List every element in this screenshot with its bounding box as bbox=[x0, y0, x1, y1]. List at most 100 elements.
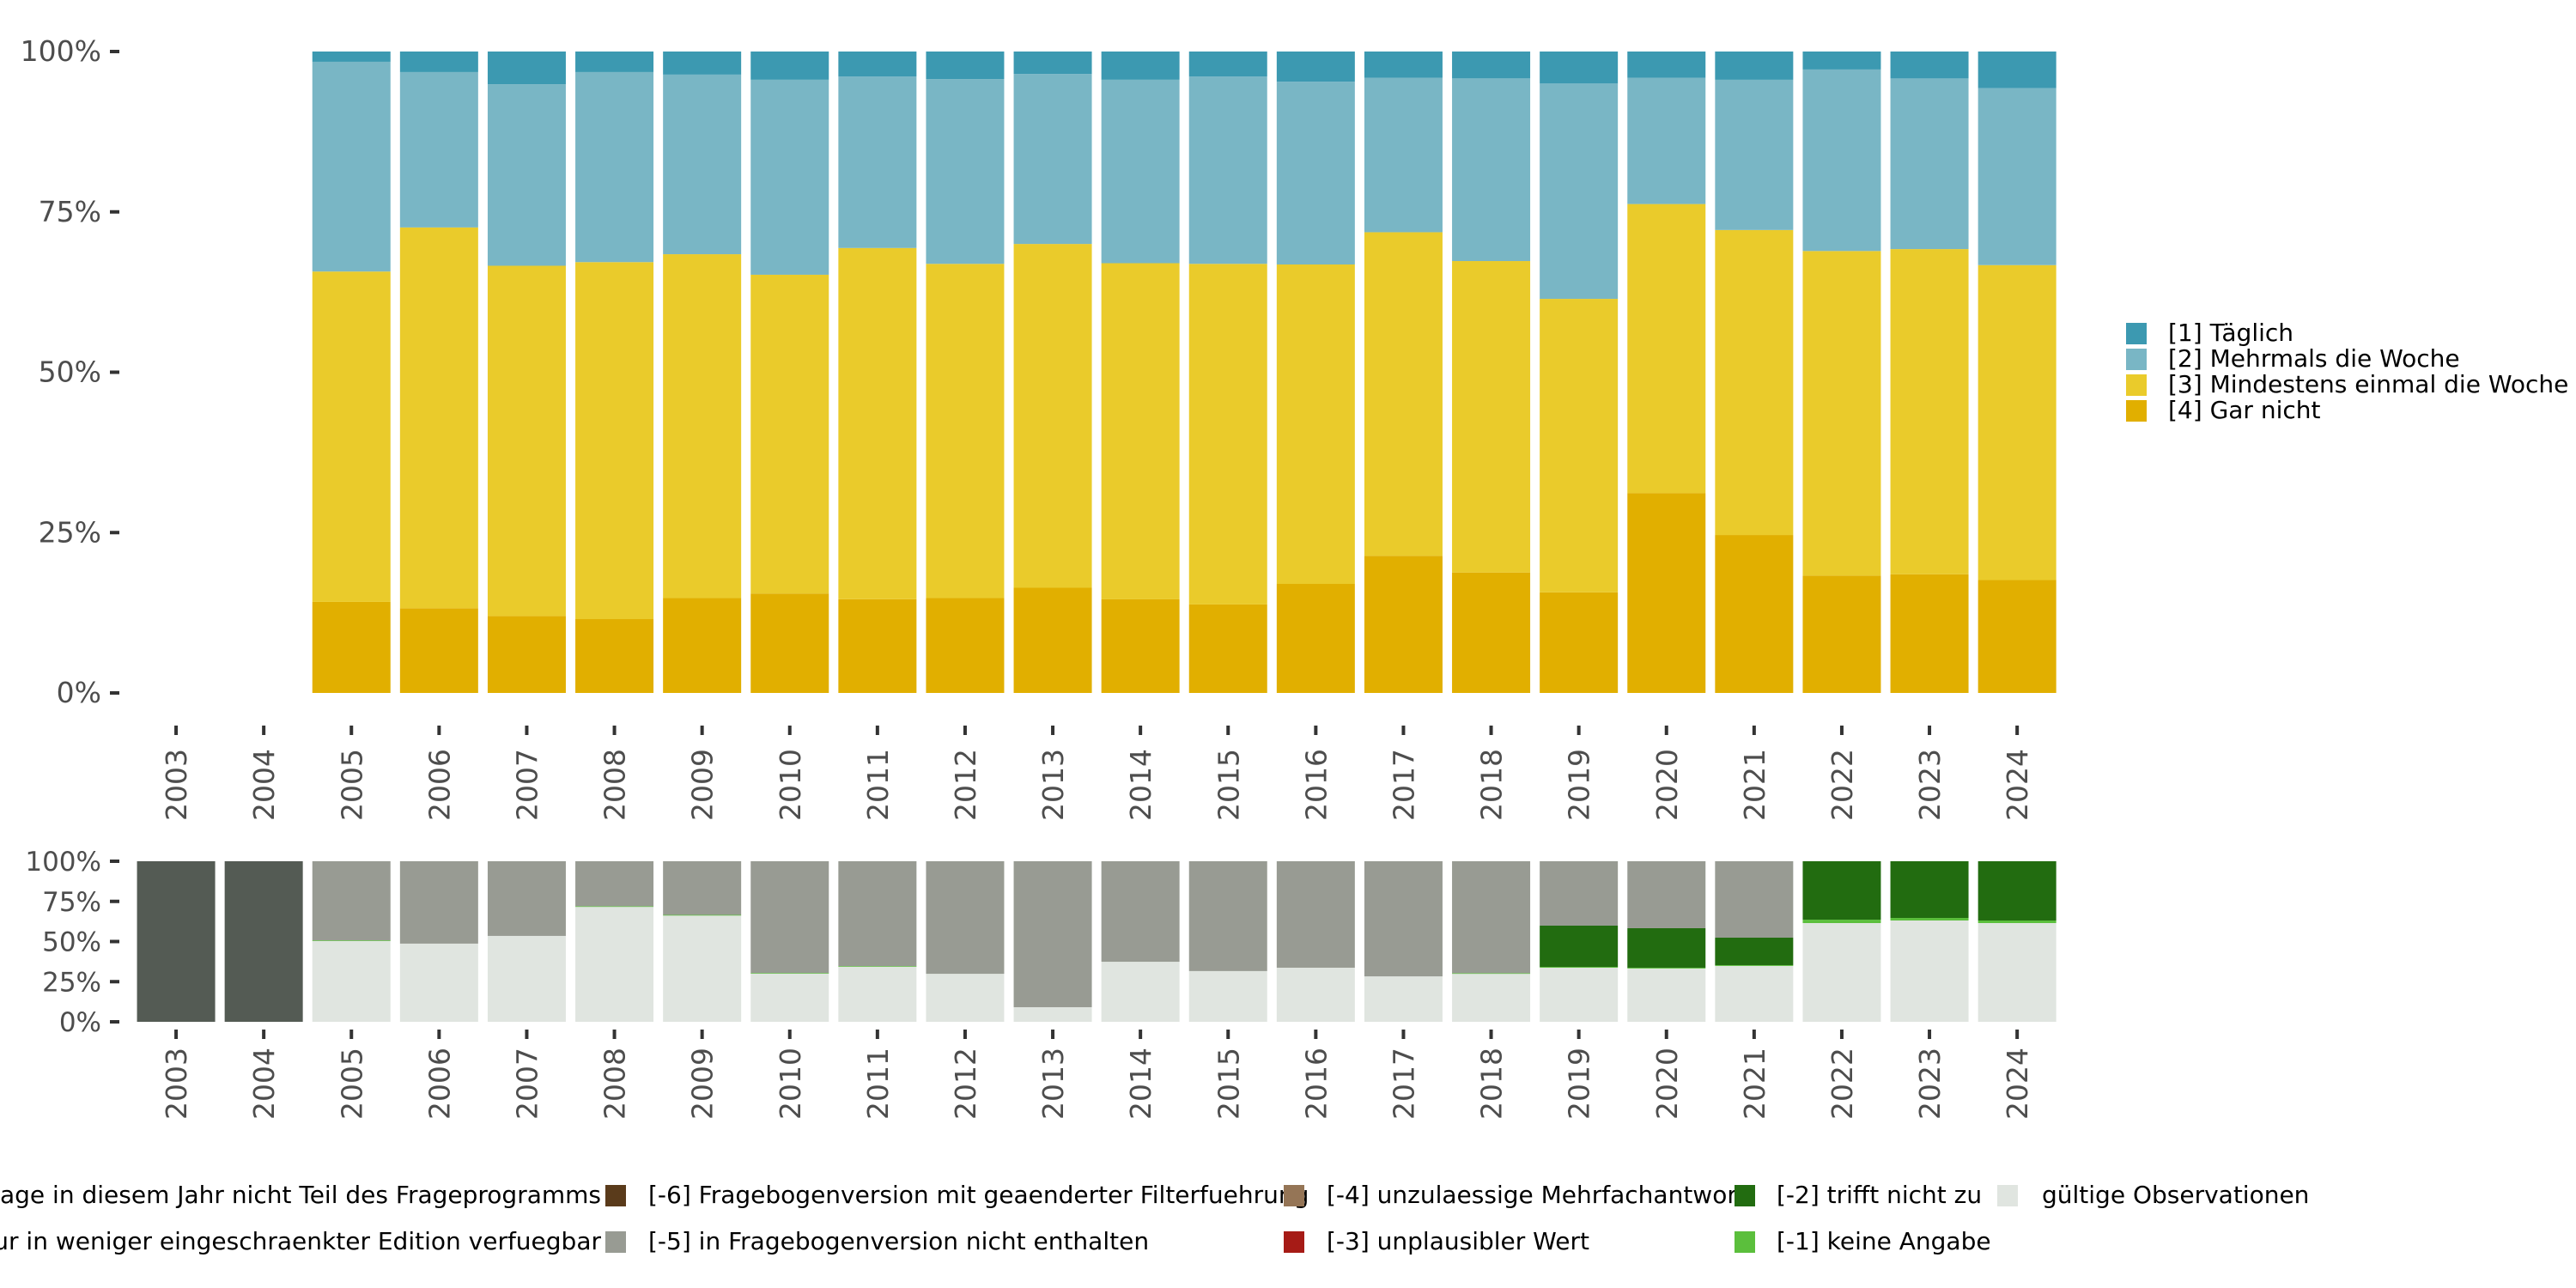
x-tick-label: 2014 bbox=[1124, 1048, 1157, 1120]
x-tick-label: 2022 bbox=[1826, 749, 1859, 821]
x-tick-label: 2021 bbox=[1738, 1048, 1771, 1120]
bar-segment-2007-2-mehrmals-die-woche bbox=[487, 84, 566, 266]
y-tick-label: 100% bbox=[25, 847, 101, 878]
bar-segment-2006-1-t-glich bbox=[399, 52, 478, 72]
legend-label: [-4] unzulaessige Mehrfachantwort bbox=[1327, 1181, 1747, 1209]
bottom-x-axis: 2003 2004 2005 2006 2007 2008 2009 2010 2011 2012… bbox=[160, 1030, 2034, 1120]
x-tick-label: 2023 bbox=[1913, 749, 1947, 821]
bar-segment-2024-3-mindestens-einmal-die-woche bbox=[1978, 264, 2057, 580]
bar-segment-2008-4-gar-nicht bbox=[575, 619, 654, 693]
bar-segment-2005-2-mehrmals-die-woche bbox=[312, 61, 391, 272]
bar-segment-2014-2-mehrmals-die-woche bbox=[1101, 79, 1180, 264]
bottom-y-axis: 0% 25% 50% 75% 100% bbox=[25, 847, 119, 1038]
bar-segment-2007-g-ltige-observationen bbox=[487, 935, 566, 1022]
legend-key-swatch bbox=[2126, 323, 2147, 344]
bar-segment-2018-2-mehrmals-die-woche bbox=[1452, 78, 1531, 262]
legend-label: [-2] trifft nicht zu bbox=[1777, 1181, 1982, 1209]
legend-item: [-5] in Fragebogenversion nicht enthalte… bbox=[605, 1227, 1149, 1255]
bar-segment-2018-1-keine-angabe bbox=[1452, 973, 1531, 975]
bar-segment-2011-5-in-fragebogenversion-nicht-enthalten bbox=[838, 861, 917, 967]
legend-item: [-2] trifft nicht zu bbox=[1735, 1181, 1982, 1209]
legend-label: nur in weniger eingeschraenkter Edition … bbox=[0, 1227, 601, 1255]
legend-label: [1] Täglich bbox=[2168, 319, 2293, 347]
bar-segment-2021-1-keine-angabe bbox=[1715, 964, 1794, 966]
bar-segment-2020-1-keine-angabe bbox=[1627, 967, 1706, 969]
bar-segment-2020-2-mehrmals-die-woche bbox=[1627, 77, 1706, 204]
bar-segment-2014-1-t-glich bbox=[1101, 52, 1180, 80]
bottom-panel-missing-codes: 0% 25% 50% 75% 100% 2003 2004 2005 2006 2007 2008… bbox=[25, 847, 2057, 1120]
top-legend: [1] Täglich[2] Mehrmals die Woche[3] Min… bbox=[2126, 319, 2568, 424]
x-tick-label: 2003 bbox=[160, 1048, 193, 1120]
bar-segment-2013-g-ltige-observationen bbox=[1013, 1006, 1092, 1022]
bar-segment-2009-4-gar-nicht bbox=[663, 598, 742, 693]
bar-segment-2020-g-ltige-observationen bbox=[1627, 968, 1706, 1022]
bar-segment-2013-2-mehrmals-die-woche bbox=[1013, 74, 1092, 245]
y-tick-label: 50% bbox=[39, 355, 101, 389]
bar-segment-2022-2-mehrmals-die-woche bbox=[1802, 69, 1881, 252]
x-tick-label: 2013 bbox=[1036, 1048, 1070, 1120]
legend-label: [-3] unplausibler Wert bbox=[1327, 1227, 1589, 1255]
bar-segment-2021-5-in-fragebogenversion-nicht-enthalten bbox=[1715, 861, 1794, 939]
bar-segment-2009-3-mindestens-einmal-die-woche bbox=[663, 254, 742, 598]
bar-segment-2023-4-gar-nicht bbox=[1890, 574, 1969, 693]
bar-segment-2020-3-mindestens-einmal-die-woche bbox=[1627, 204, 1706, 494]
bar-segment-2017-1-t-glich bbox=[1364, 52, 1443, 78]
x-tick-label: 2010 bbox=[774, 1048, 807, 1120]
bar-segment-2012-2-mehrmals-die-woche bbox=[926, 79, 1005, 264]
y-tick-label: 25% bbox=[42, 967, 101, 998]
x-tick-label: 2023 bbox=[1913, 1048, 1947, 1120]
x-tick-label: 2018 bbox=[1475, 749, 1509, 821]
bar-segment-2024-g-ltige-observationen bbox=[1978, 922, 2057, 1022]
x-tick-label: 2005 bbox=[335, 1048, 368, 1120]
x-tick-label: 2009 bbox=[686, 749, 720, 821]
legend-key-swatch bbox=[2126, 400, 2147, 422]
x-tick-label: 2024 bbox=[2001, 749, 2034, 821]
bar-segment-2012-5-in-fragebogenversion-nicht-enthalten bbox=[926, 861, 1005, 975]
bar-segment-2020-1-t-glich bbox=[1627, 52, 1706, 78]
bar-segment-2014-g-ltige-observationen bbox=[1101, 962, 1180, 1022]
bar-segment-2021-4-gar-nicht bbox=[1715, 535, 1794, 693]
bar-segment-2018-3-mindestens-einmal-die-woche bbox=[1452, 261, 1531, 573]
bar-segment-2006-4-gar-nicht bbox=[399, 608, 478, 693]
bar-segment-2018-g-ltige-observationen bbox=[1452, 974, 1531, 1022]
legend-label: [-1] keine Angabe bbox=[1777, 1227, 1991, 1255]
bar-segment-2023-2-mehrmals-die-woche bbox=[1890, 78, 1969, 250]
bar-segment-2021-1-t-glich bbox=[1715, 52, 1794, 80]
bar-segment-2018-5-in-fragebogenversion-nicht-enthalten bbox=[1452, 861, 1531, 974]
bar-segment-2006-g-ltige-observationen bbox=[399, 943, 478, 1022]
legend-key-swatch bbox=[2126, 374, 2147, 396]
bar-segment-2016-g-ltige-observationen bbox=[1276, 967, 1355, 1022]
y-tick-label: 100% bbox=[21, 34, 101, 68]
bar-segment-2010-3-mindestens-einmal-die-woche bbox=[750, 274, 829, 594]
bar-segment-2014-4-gar-nicht bbox=[1101, 598, 1180, 693]
bar-segment-2011-3-mindestens-einmal-die-woche bbox=[838, 247, 917, 599]
x-tick-label: 2022 bbox=[1826, 1048, 1859, 1120]
bar-segment-2009-1-keine-angabe bbox=[663, 914, 742, 916]
bar-segment-2019-3-mindestens-einmal-die-woche bbox=[1540, 299, 1619, 592]
x-tick-label: 2012 bbox=[949, 749, 982, 821]
bar-segment-2021-2-mehrmals-die-woche bbox=[1715, 79, 1794, 230]
bar-segment-2005-1-t-glich bbox=[312, 52, 391, 62]
bar-segment-2017-2-mehrmals-die-woche bbox=[1364, 77, 1443, 233]
x-tick-label: 2019 bbox=[1563, 1048, 1596, 1120]
bar-segment-2014-3-mindestens-einmal-die-woche bbox=[1101, 263, 1180, 599]
bar-segment-2012-g-ltige-observationen bbox=[926, 974, 1005, 1022]
legend-key-swatch bbox=[1284, 1185, 1304, 1206]
legend-label: [2] Mehrmals die Woche bbox=[2168, 344, 2460, 373]
bar-segment-2009-2-mehrmals-die-woche bbox=[663, 74, 742, 255]
bar-segment-2013-1-t-glich bbox=[1013, 52, 1092, 75]
bar-segment-2010-1-keine-angabe bbox=[750, 973, 829, 974]
bar-segment-2017-g-ltige-observationen bbox=[1364, 976, 1443, 1022]
bar-segment-2022-1-keine-angabe bbox=[1802, 920, 1881, 923]
bar-segment-2009-g-ltige-observationen bbox=[663, 915, 742, 1022]
bar-segment-2024-4-gar-nicht bbox=[1978, 580, 2057, 693]
legend-key-swatch bbox=[605, 1185, 626, 1206]
x-tick-label: 2008 bbox=[598, 1048, 632, 1120]
y-tick-label: 0% bbox=[57, 676, 101, 709]
bar-segment-2008-5-in-fragebogenversion-nicht-enthalten bbox=[575, 861, 654, 907]
bar-segment-2015-4-gar-nicht bbox=[1188, 604, 1267, 693]
bar-segment-2019-4-gar-nicht bbox=[1540, 592, 1619, 693]
bar-segment-2024-2-trifft-nicht-zu bbox=[1978, 861, 2057, 920]
bar-segment-2016-3-mindestens-einmal-die-woche bbox=[1276, 264, 1355, 585]
bar-segment-2019-5-in-fragebogenversion-nicht-enthalten bbox=[1540, 861, 1619, 926]
